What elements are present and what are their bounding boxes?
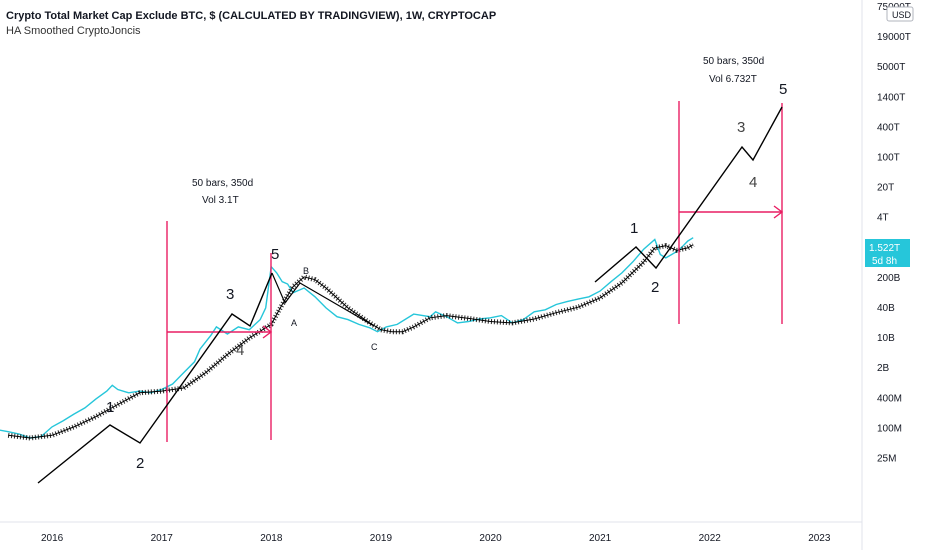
currency-badge-label: USD (892, 10, 912, 20)
wave-path-2021[interactable] (594, 106, 783, 283)
y-tick-label: 400T (877, 122, 900, 133)
cycle2-bars-note: 50 bars, 350d (703, 56, 764, 67)
last-price-value: 1.522T (869, 243, 900, 254)
currency-badge[interactable]: USD (886, 6, 914, 22)
x-tick-label: 2018 (260, 533, 283, 544)
cycle1-bars-note: 50 bars, 350d (192, 178, 253, 189)
cycle1-vol-note: Vol 3.1T (202, 195, 239, 206)
wave-label-2021-3: 3 (737, 119, 745, 136)
y-tick-label: 2B (877, 363, 890, 374)
y-tick-label: 10B (877, 333, 895, 344)
wave-label-C: C (371, 342, 378, 352)
wave-label-2021-4: 4 (749, 174, 757, 191)
indicator-name[interactable]: HA Smoothed CryptoJoncis (6, 25, 141, 37)
x-tick-label: 2016 (41, 533, 64, 544)
x-tick-label: 2019 (370, 533, 393, 544)
wave-label-B: B (303, 266, 309, 276)
y-tick-label: 100M (877, 423, 902, 434)
y-tick-label: 40B (877, 303, 895, 314)
x-tick-label: 2020 (479, 533, 502, 544)
y-tick-label: 4T (877, 213, 889, 224)
wave-label-A: A (291, 318, 297, 328)
wave-label-2016-4: 4 (236, 342, 244, 359)
x-tick-label: 2023 (808, 533, 831, 544)
y-tick-label: 200B (877, 273, 901, 284)
smoothed-series-line (8, 244, 694, 439)
last-price-countdown: 5d 8h (872, 256, 897, 267)
wave-label-2016-1: 1 (106, 399, 114, 416)
y-tick-label: 20T (877, 183, 894, 194)
y-tick-label: 1400T (877, 92, 905, 103)
x-tick-label: 2021 (589, 533, 612, 544)
wave-label-2016-5: 5 (271, 246, 279, 263)
wave-path-correction[interactable] (271, 272, 375, 327)
y-tick-label: 25M (877, 454, 896, 465)
wave-label-2016-3: 3 (226, 286, 234, 303)
chart-title: Crypto Total Market Cap Exclude BTC, $ (… (6, 10, 497, 22)
y-ticks: 75000T19000T5000T1400T400T100T20T4T1T200… (877, 2, 911, 465)
wave-label-2016-2: 2 (136, 455, 144, 472)
y-tick-label: 19000T (877, 32, 911, 43)
wave-path-2016[interactable] (37, 272, 273, 484)
y-tick-label: 400M (877, 393, 902, 404)
wave-label-2021-5: 5 (779, 81, 787, 98)
cycle2-arrow-head (773, 205, 784, 219)
y-tick-label: 100T (877, 153, 900, 164)
x-tick-label: 2022 (699, 533, 722, 544)
x-tick-label: 2017 (151, 533, 174, 544)
wave-label-2021-1: 1 (630, 220, 638, 237)
cycle2-vol-note: Vol 6.732T (709, 74, 757, 85)
cycle1-arrow-head (262, 325, 273, 339)
price-series-line (0, 237, 694, 439)
wave-label-2021-2: 2 (651, 279, 659, 296)
x-ticks: 2016 2017 2018 2019 2020 2021 2022 2023 (41, 533, 831, 544)
last-price-tag: 1.522T 5d 8h (865, 239, 910, 267)
y-tick-label: 5000T (877, 62, 905, 73)
